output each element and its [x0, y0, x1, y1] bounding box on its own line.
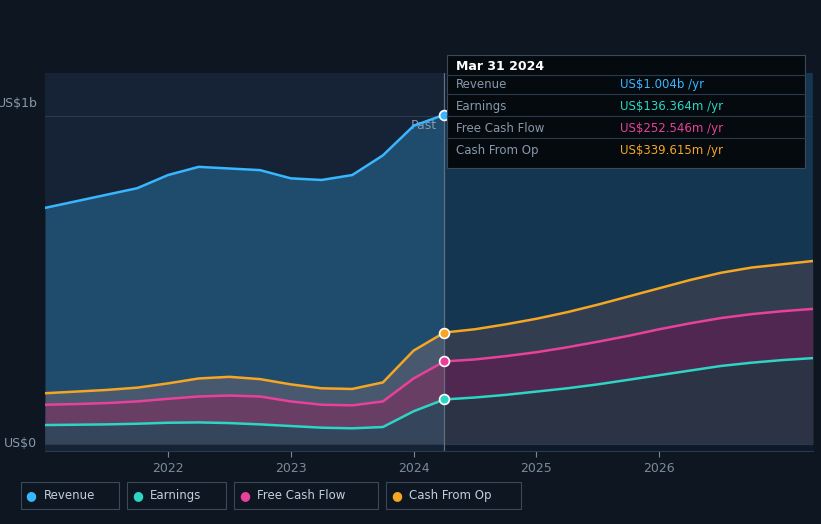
Text: ●: ●	[25, 489, 37, 501]
Text: Free Cash Flow: Free Cash Flow	[257, 489, 346, 501]
Text: US$1b: US$1b	[0, 97, 38, 110]
Text: Revenue: Revenue	[44, 489, 95, 501]
Text: Free Cash Flow: Free Cash Flow	[456, 122, 544, 135]
Text: US$0: US$0	[4, 436, 38, 450]
Bar	[45, 73, 444, 451]
Text: Earnings: Earnings	[456, 100, 507, 113]
Text: Earnings: Earnings	[150, 489, 202, 501]
Text: Revenue: Revenue	[456, 78, 507, 91]
Text: US$252.546m /yr: US$252.546m /yr	[620, 122, 723, 135]
Text: US$136.364m /yr: US$136.364m /yr	[620, 100, 723, 113]
Text: Cash From Op: Cash From Op	[409, 489, 491, 501]
Point	[438, 395, 451, 403]
Text: US$1.004b /yr: US$1.004b /yr	[620, 78, 704, 91]
Bar	[444, 73, 813, 451]
Text: US$339.615m /yr: US$339.615m /yr	[620, 144, 722, 157]
Text: ●: ●	[391, 489, 402, 501]
Point	[438, 329, 451, 337]
Point	[438, 111, 451, 119]
Text: ●: ●	[239, 489, 250, 501]
Text: ●: ●	[132, 489, 144, 501]
Point	[438, 357, 451, 366]
Text: Cash From Op: Cash From Op	[456, 144, 538, 157]
Text: Analysts Forecasts: Analysts Forecasts	[452, 118, 568, 132]
Text: Past: Past	[410, 118, 437, 132]
Text: Mar 31 2024: Mar 31 2024	[456, 60, 544, 73]
